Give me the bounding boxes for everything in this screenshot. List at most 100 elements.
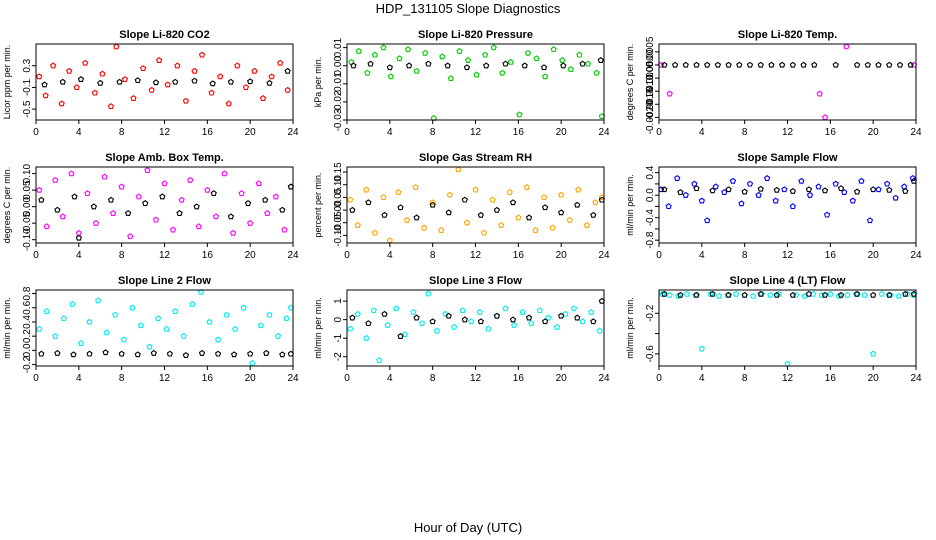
- y-tick-label: 0.8: [22, 286, 33, 300]
- data-point: [268, 73, 275, 80]
- data-point: [212, 213, 220, 220]
- data-point: [137, 322, 145, 329]
- data-point: [704, 217, 711, 224]
- data-point: [225, 100, 232, 107]
- panel-title: Slope Li-820 Pressure: [418, 29, 533, 41]
- data-point: [350, 62, 357, 69]
- data-point: [596, 327, 603, 334]
- data-point: [397, 204, 404, 211]
- data-point: [52, 332, 59, 339]
- data-point: [789, 291, 796, 298]
- panel-title: Slope Li-820 Temp.: [738, 29, 837, 41]
- x-tick-label: 4: [76, 373, 82, 384]
- x-tick-label: 20: [245, 373, 257, 384]
- x-tick-label: 24: [287, 250, 299, 261]
- data-point: [223, 311, 230, 318]
- y-tick-label: 1: [333, 298, 344, 304]
- x-tick-label: 20: [556, 373, 568, 384]
- data-point: [279, 351, 286, 358]
- data-point: [816, 90, 823, 97]
- x-tick-label: 8: [119, 127, 125, 138]
- data-point: [429, 318, 436, 325]
- data-point: [895, 292, 902, 299]
- data-point: [109, 210, 117, 216]
- data-point: [533, 55, 540, 62]
- data-point: [550, 46, 557, 53]
- data-point: [841, 189, 848, 195]
- data-point: [134, 351, 141, 358]
- data-point: [371, 51, 378, 58]
- data-point: [588, 308, 595, 315]
- x-tick-label: 0: [33, 250, 39, 261]
- data-point: [405, 62, 413, 69]
- data-point: [413, 214, 420, 221]
- data-point: [422, 49, 429, 56]
- data-point: [206, 318, 213, 325]
- data-point: [396, 55, 403, 62]
- data-point: [715, 292, 723, 299]
- data-point: [384, 321, 391, 328]
- x-tick-label: 12: [470, 250, 482, 261]
- data-point: [472, 186, 479, 193]
- y-tick-label: 0.3: [22, 58, 33, 72]
- data-point: [757, 185, 764, 192]
- data-point: [490, 44, 497, 51]
- x-tick-label: 8: [742, 127, 748, 138]
- x-tick-label: 16: [202, 127, 214, 138]
- data-point: [575, 186, 582, 193]
- y-tick-label: -0.5: [22, 100, 33, 118]
- data-point: [593, 69, 600, 76]
- x-tick-label: 8: [742, 373, 748, 384]
- data-point: [263, 349, 270, 356]
- data-point: [410, 308, 417, 315]
- data-point: [259, 95, 267, 101]
- y-tick-label: -0.05: [333, 211, 344, 234]
- figure-title: HDP_131105 Slope Diagnostics: [376, 1, 561, 16]
- x-tick-label: 16: [513, 127, 525, 138]
- data-point: [349, 314, 356, 321]
- data-point: [146, 343, 153, 350]
- data-point: [570, 305, 578, 312]
- data-point: [90, 203, 97, 210]
- data-point: [558, 191, 565, 198]
- data-point: [251, 67, 258, 74]
- y-tick-label: -0.2: [645, 304, 656, 322]
- data-point: [97, 79, 104, 86]
- data-point: [347, 325, 354, 332]
- data-point: [732, 290, 740, 297]
- data-point: [238, 190, 245, 197]
- y-axis-label: percent per min.: [313, 172, 323, 237]
- y-axis-label: ml/min per min.: [625, 174, 635, 236]
- x-tick-label: 8: [119, 373, 125, 384]
- data-point: [142, 200, 149, 207]
- y-tick-label: -0.02: [333, 90, 344, 113]
- data-point: [461, 196, 468, 203]
- data-point: [675, 292, 682, 299]
- data-point: [455, 166, 462, 173]
- x-tick-label: 20: [245, 250, 257, 261]
- data-point: [559, 57, 566, 63]
- data-point: [459, 307, 466, 314]
- data-point: [363, 186, 370, 193]
- data-point: [386, 64, 393, 71]
- data-point: [545, 314, 552, 321]
- data-point: [193, 203, 200, 210]
- data-point: [43, 223, 50, 230]
- x-tick-label: 4: [699, 250, 705, 261]
- data-point: [567, 66, 574, 72]
- x-tick-label: 4: [76, 127, 82, 138]
- data-point: [393, 305, 400, 312]
- data-point: [240, 304, 247, 311]
- data-point: [843, 43, 850, 50]
- data-point: [738, 200, 745, 207]
- data-point: [806, 191, 814, 198]
- data-point: [387, 73, 395, 80]
- x-tick-label: 8: [430, 127, 436, 138]
- data-point: [367, 60, 374, 67]
- x-tick-label: 0: [33, 373, 39, 384]
- x-tick-label: 0: [344, 127, 350, 138]
- data-point: [116, 78, 123, 85]
- data-point: [800, 61, 807, 68]
- y-tick-label: 0.01: [333, 37, 344, 57]
